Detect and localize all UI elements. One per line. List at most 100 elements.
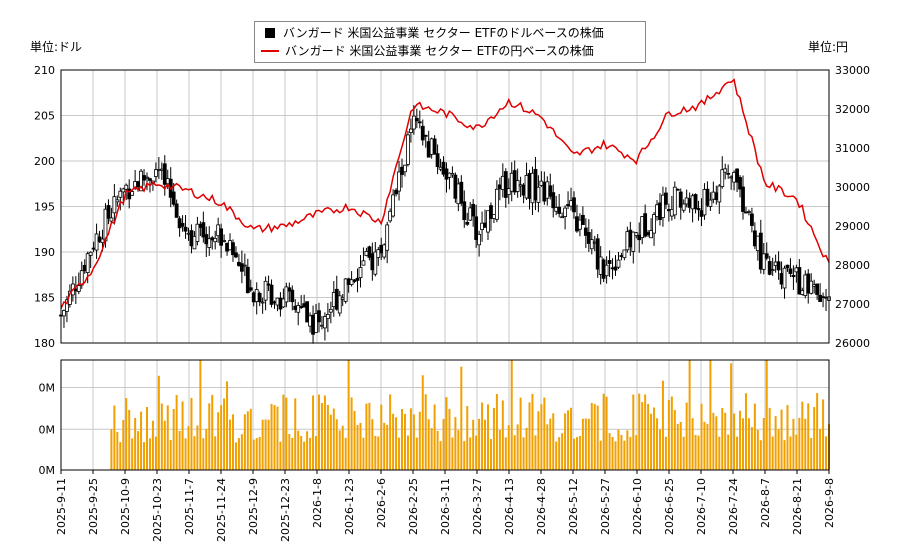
candle-body <box>580 214 585 226</box>
volume-bar <box>495 394 498 470</box>
volume-bar <box>756 429 759 470</box>
volume-bar <box>122 419 125 470</box>
volume-bar <box>353 410 356 470</box>
x-tick-label: 2026-3-11 <box>439 478 452 535</box>
candle-body <box>500 175 505 190</box>
volume-bar <box>795 434 798 470</box>
volume-bar <box>285 397 288 470</box>
volume-bar <box>703 421 706 470</box>
candle-body <box>616 259 621 268</box>
volume-bar <box>561 433 564 470</box>
candle-body <box>548 185 553 197</box>
volume-bar <box>673 410 676 470</box>
candle-body <box>278 297 283 310</box>
candle-body <box>251 292 256 303</box>
candle-body <box>219 228 224 246</box>
candle-body <box>554 207 559 212</box>
candle-body <box>539 180 544 186</box>
volume-bar <box>481 402 484 470</box>
volume-bar <box>223 398 226 470</box>
volume-bar <box>439 441 442 470</box>
volume-bar <box>433 404 436 470</box>
volume-bar <box>742 418 745 470</box>
candle-body <box>533 168 538 201</box>
candle-body <box>468 207 473 221</box>
candle-body <box>782 267 787 289</box>
volume-bar <box>457 430 460 470</box>
volume-bar <box>753 403 756 470</box>
left-tick-label: 185 <box>34 292 55 305</box>
x-tick-label: 2025-12-23 <box>279 478 292 542</box>
candle-body <box>82 264 87 272</box>
candle-body <box>269 284 274 305</box>
candle-body <box>637 234 642 241</box>
candle-body <box>815 283 820 295</box>
candle-body <box>325 313 330 320</box>
candle-body <box>361 260 366 266</box>
candle-body <box>747 211 751 213</box>
candle-body <box>364 251 369 256</box>
volume-bar <box>270 403 273 470</box>
volume-bar <box>424 394 427 470</box>
candle-body <box>373 251 378 275</box>
candle-body <box>222 240 226 242</box>
volume-bar <box>237 438 240 470</box>
volume-bar <box>184 438 187 470</box>
legend-item-dollar: バンガード 米国公益事業 セクター ETFのドルベースの株価 <box>261 24 604 43</box>
volume-bar <box>534 435 537 470</box>
candle-body <box>290 289 295 303</box>
candle-body <box>210 237 215 241</box>
volume-bar <box>620 434 623 470</box>
candle-body <box>311 314 315 335</box>
candle-body <box>806 273 811 294</box>
volume-bar <box>365 403 368 470</box>
candle-body <box>340 297 345 300</box>
candle-body <box>506 188 511 195</box>
candle-body <box>640 216 645 238</box>
candle-body <box>643 213 648 237</box>
candle-body <box>610 267 615 270</box>
volume-bar <box>371 419 374 470</box>
volume-bar <box>691 418 694 470</box>
volume-bar <box>231 414 234 470</box>
volume-bar <box>822 399 825 470</box>
candle-body <box>655 204 659 218</box>
volume-bar <box>131 438 134 470</box>
candle-body <box>343 278 348 302</box>
candle-body <box>411 115 416 130</box>
volume-bar <box>234 442 237 470</box>
candle-body <box>669 209 674 217</box>
volume-bar <box>181 401 184 470</box>
x-tick-label: 2026-7-10 <box>695 478 708 535</box>
volume-bar <box>813 407 816 470</box>
candle-body <box>302 303 307 308</box>
candle-body <box>153 169 158 177</box>
volume-bar <box>810 438 813 470</box>
candle-body <box>681 203 686 211</box>
candle-body <box>305 301 310 323</box>
candle-body <box>237 261 241 266</box>
candle-body <box>741 186 745 212</box>
volume-bar <box>137 431 140 470</box>
volume-bar <box>119 442 122 470</box>
candle-body <box>314 313 318 333</box>
candle-body <box>536 186 541 203</box>
candle-body <box>779 273 784 285</box>
candle-body <box>429 138 434 155</box>
volume-bar <box>193 436 196 470</box>
right-axis-unit: 単位:円 <box>808 40 849 54</box>
x-tick-label: 2025-12-9 <box>247 478 260 535</box>
candle-body <box>752 230 757 247</box>
candle-body <box>672 186 677 216</box>
candle-body <box>174 203 179 218</box>
candle-body <box>213 237 218 243</box>
volume-bar <box>175 395 178 470</box>
volume-bar <box>525 427 528 470</box>
candle-body <box>732 172 737 183</box>
candle-body <box>803 274 808 296</box>
volume-bar <box>306 431 309 470</box>
volume-bar <box>641 402 644 470</box>
candle-body <box>735 168 739 183</box>
volume-bar <box>727 434 730 470</box>
